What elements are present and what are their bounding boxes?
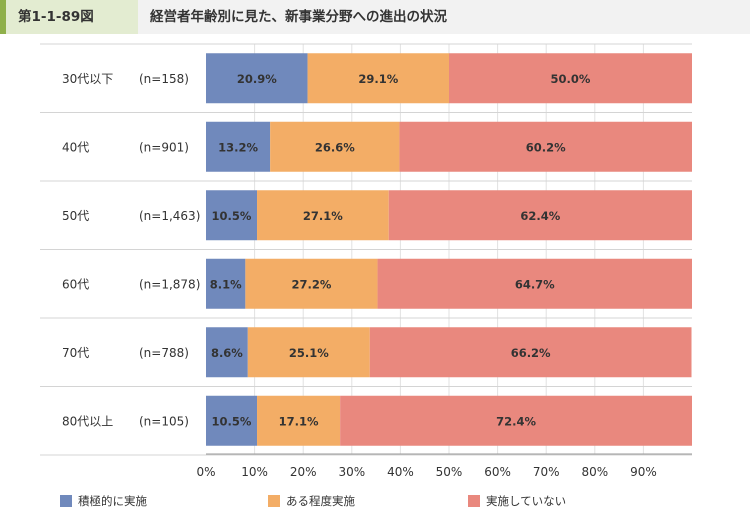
figure-title: 経営者年齢別に見た、新事業分野への進出の状況 [138, 0, 750, 34]
bar-segment [399, 121, 692, 172]
data-label: 10.5% [212, 209, 252, 223]
legend-swatch-active [60, 495, 72, 507]
category-label: 40代 [62, 140, 89, 154]
x-tick-label: 40% [387, 465, 414, 479]
legend-swatch-none [468, 495, 480, 507]
bar-segment [388, 190, 692, 241]
sample-size-label: (n=1,463) [139, 209, 200, 223]
sample-size-label: (n=1,878) [139, 277, 200, 291]
data-label: 25.1% [289, 346, 329, 360]
bar-segment [257, 395, 341, 446]
data-label: 60.2% [526, 140, 566, 154]
bar-segment [340, 395, 692, 446]
bar-segment [206, 327, 248, 378]
x-tick-label: 20% [290, 465, 317, 479]
legend-label-active: 積極的に実施 [78, 494, 147, 508]
data-label: 64.7% [515, 277, 555, 291]
data-label: 17.1% [279, 414, 319, 428]
legend-label-partial: ある程度実施 [286, 494, 355, 508]
x-tick-label: 50% [436, 465, 463, 479]
header-accent-bar [0, 0, 6, 34]
x-tick-label: 80% [581, 465, 608, 479]
bar-segment [377, 258, 692, 309]
figure-header: 第1-1-89図 経営者年齢別に見た、新事業分野への進出の状況 [0, 0, 750, 34]
x-tick-label: 10% [241, 465, 268, 479]
legend-item-active: 積極的に実施 [60, 492, 147, 510]
bar-segment [206, 121, 271, 172]
data-label: 50.0% [551, 72, 591, 86]
bar-segment [206, 395, 258, 446]
category-label: 80代以上 [62, 414, 113, 428]
bar-segment [307, 53, 449, 104]
data-label: 26.6% [315, 140, 355, 154]
category-label: 30代以下 [62, 72, 113, 86]
legend-swatch-partial [268, 495, 280, 507]
bar-segment [257, 190, 389, 241]
bar-segment [449, 53, 692, 104]
bar-segment [247, 327, 370, 378]
data-label: 13.2% [218, 140, 258, 154]
sample-size-label: (n=105) [139, 414, 189, 428]
legend-item-partial: ある程度実施 [268, 492, 355, 510]
data-label: 8.1% [210, 277, 242, 291]
data-label: 29.1% [358, 72, 398, 86]
data-label: 20.9% [237, 72, 277, 86]
bar-segment [206, 190, 258, 241]
category-label: 60代 [62, 277, 89, 291]
sample-size-label: (n=901) [139, 140, 189, 154]
bar-segment [206, 53, 308, 104]
data-label: 66.2% [511, 346, 551, 360]
bar-segment [270, 121, 400, 172]
data-label: 62.4% [520, 209, 560, 223]
legend-item-none: 実施していない [468, 492, 566, 510]
sample-size-label: (n=158) [139, 72, 189, 86]
legend-label-none: 実施していない [486, 494, 567, 508]
data-label: 27.1% [303, 209, 343, 223]
x-tick-label: 90% [630, 465, 657, 479]
bar-segment [206, 258, 246, 309]
data-label: 72.4% [496, 414, 536, 428]
data-label: 10.5% [212, 414, 252, 428]
category-label: 70代 [62, 346, 89, 360]
x-tick-label: 60% [484, 465, 511, 479]
x-tick-label: 0% [196, 465, 215, 479]
sample-size-label: (n=788) [139, 346, 189, 360]
data-label: 27.2% [292, 277, 332, 291]
bar-segment [245, 258, 378, 309]
x-tick-label: 70% [533, 465, 560, 479]
data-label: 8.6% [211, 346, 243, 360]
figure-number: 第1-1-89図 [6, 0, 138, 34]
bar-segment [369, 327, 692, 378]
x-tick-label: 30% [338, 465, 365, 479]
category-label: 50代 [62, 209, 89, 223]
